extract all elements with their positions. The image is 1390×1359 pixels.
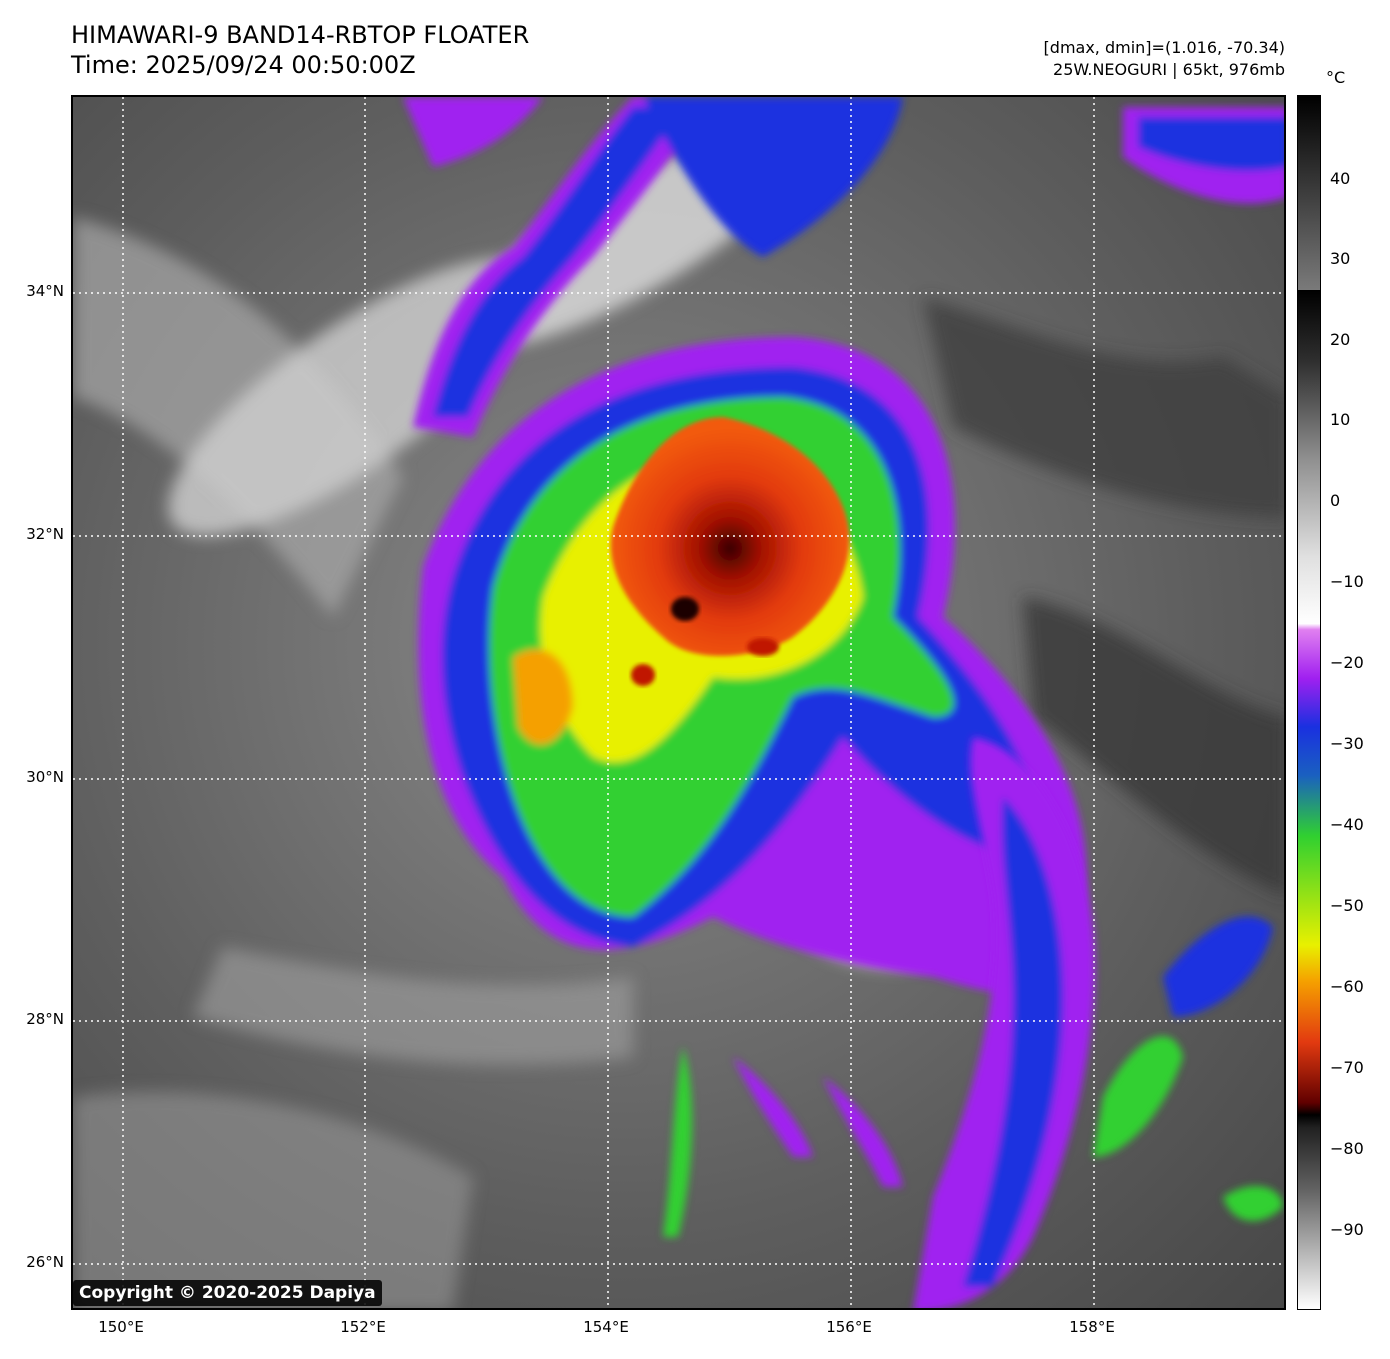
lon-tick-label: 150°E xyxy=(98,1318,144,1336)
satellite-image-svg xyxy=(73,97,1284,1308)
secondary-cell xyxy=(631,664,655,686)
lon-tick-label: 154°E xyxy=(583,1318,629,1336)
colorbar-tick: −90 xyxy=(1330,1220,1364,1239)
copyright-badge: Copyright © 2020-2025 Dapiya xyxy=(73,1280,382,1306)
colorbar-tick: 30 xyxy=(1330,249,1351,268)
colorbar-tick: −80 xyxy=(1330,1139,1364,1158)
storm-info: [dmax, dmin]=(1.016, -70.34) 25W.NEOGURI… xyxy=(1044,37,1285,81)
satellite-image xyxy=(71,95,1286,1310)
colorbar-tick: −10 xyxy=(1330,572,1364,591)
colorbar-tick: −50 xyxy=(1330,896,1364,915)
storm-label: 25W.NEOGURI | 65kt, 976mb xyxy=(1053,60,1285,79)
data-range-label: [dmax, dmin]=(1.016, -70.34) xyxy=(1043,38,1285,57)
figure-title: HIMAWARI-9 BAND14-RBTOP FLOATER Time: 20… xyxy=(71,20,529,80)
colorbar-tick: 10 xyxy=(1330,410,1351,429)
secondary-cell xyxy=(747,638,779,656)
colorbar-unit: °C xyxy=(1326,68,1346,87)
colorbar-tick: 0 xyxy=(1330,491,1341,510)
colorbar-tick: −60 xyxy=(1330,977,1364,996)
colorbar-tick: 20 xyxy=(1330,330,1351,349)
title-line-product: HIMAWARI-9 BAND14-RBTOP FLOATER xyxy=(71,21,530,49)
colorbar-tick: −70 xyxy=(1330,1058,1364,1077)
colorbar-tick: −20 xyxy=(1330,653,1364,672)
eastern-rainband xyxy=(663,737,1283,1308)
graticule xyxy=(73,97,1284,1308)
lat-tick-label: 30°N xyxy=(26,768,64,786)
coldest-cloud-top xyxy=(671,597,699,621)
northern-cloud-band xyxy=(403,97,1284,437)
colorbar-tick: −40 xyxy=(1330,815,1364,834)
title-line-time: Time: 2025/09/24 00:50:00Z xyxy=(71,51,416,79)
lat-tick-label: 26°N xyxy=(26,1253,64,1271)
lat-tick-label: 32°N xyxy=(26,525,64,543)
convective-core xyxy=(610,417,850,656)
colorbar-tick: 40 xyxy=(1330,169,1351,188)
colorbar-tick: −30 xyxy=(1330,734,1364,753)
lon-tick-label: 158°E xyxy=(1069,1318,1115,1336)
lon-tick-label: 156°E xyxy=(826,1318,872,1336)
colorbar xyxy=(1297,95,1321,1310)
lon-tick-label: 152°E xyxy=(340,1318,386,1336)
lat-tick-label: 28°N xyxy=(26,1010,64,1028)
lat-tick-label: 34°N xyxy=(26,282,64,300)
